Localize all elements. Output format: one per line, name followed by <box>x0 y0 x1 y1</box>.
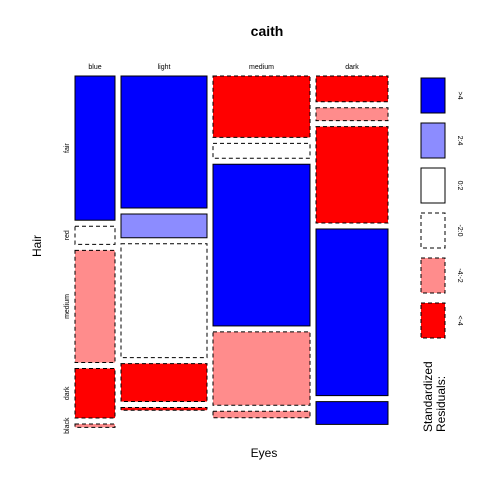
legend-swatch-2 <box>420 167 446 204</box>
legend-label-4: -4:-2 <box>456 268 463 283</box>
tile-medium-fair <box>212 75 311 138</box>
y-tick-dark: dark <box>64 386 71 400</box>
tile-dark-dark <box>315 228 389 397</box>
legend-label-3: -2:0 <box>456 224 463 236</box>
x-tick-light: light <box>158 64 171 71</box>
legend-swatch-1 <box>420 122 446 159</box>
y-tick-medium: medium <box>64 294 71 319</box>
tile-light-black <box>120 407 208 411</box>
tile-medium-black <box>212 410 311 419</box>
y-tick-red: red <box>64 230 71 240</box>
legend-label-5: <-4 <box>456 315 463 325</box>
tile-dark-fair <box>315 75 389 103</box>
tile-blue-red <box>74 225 116 245</box>
tile-dark-red <box>315 107 389 122</box>
legend-label-2: 0:2 <box>456 181 463 191</box>
tile-blue-medium <box>74 249 116 364</box>
x-axis-label: Eyes <box>251 446 278 460</box>
tile-blue-fair <box>74 75 116 221</box>
legend-swatch-0 <box>420 77 446 114</box>
x-tick-blue: blue <box>88 64 101 71</box>
tile-blue-dark <box>74 368 116 419</box>
legend-swatch-5 <box>420 302 446 339</box>
legend-label-1: 2:4 <box>456 136 463 146</box>
x-tick-dark: dark <box>345 64 359 71</box>
x-tick-labels: blue light medium dark <box>88 64 359 71</box>
tile-medium-dark <box>212 331 311 406</box>
tile-dark-medium <box>315 126 389 224</box>
chart-title: caith <box>251 23 284 39</box>
y-axis-label: Hair <box>30 235 44 257</box>
tile-light-medium <box>120 243 208 359</box>
legend-title-line-1: Residuals: <box>434 376 448 432</box>
tile-light-dark <box>120 363 208 403</box>
y-tick-fair: fair <box>64 143 71 153</box>
tile-dark-black <box>315 401 389 425</box>
x-tick-medium: medium <box>249 64 274 71</box>
tile-blue-black <box>74 423 116 428</box>
legend: >4 2:4 0:2 -2:0 -4:-2 <-4 Standardized Residual… <box>420 77 463 432</box>
legend-label-0: >4 <box>456 92 463 100</box>
tile-light-red <box>120 213 208 239</box>
legend-swatch-3 <box>420 212 446 249</box>
y-tick-black: black <box>64 417 71 434</box>
tile-medium-medium <box>212 163 311 327</box>
legend-title-line-0: Standardized <box>421 361 435 432</box>
y-tick-labels: fair red medium dark black <box>64 143 71 434</box>
legend-swatch-4 <box>420 257 446 294</box>
tile-light-fair <box>120 75 208 209</box>
mosaic-tiles <box>74 75 389 428</box>
tile-medium-red <box>212 142 311 159</box>
